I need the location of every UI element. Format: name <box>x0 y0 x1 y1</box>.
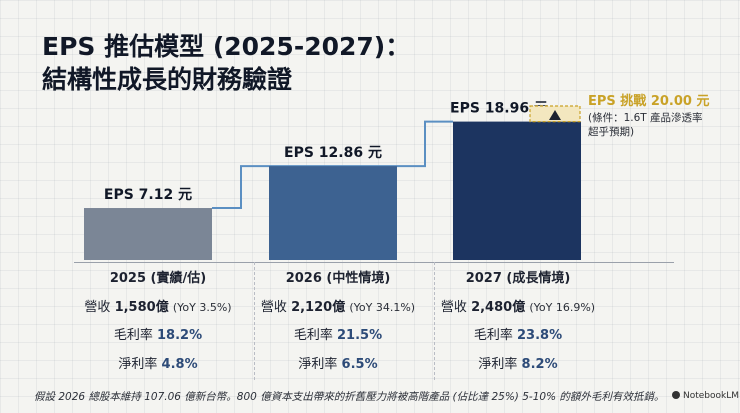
title-line-2: 結構性成長的財務驗證 <box>42 65 293 94</box>
net-margin-cell-2026: 淨利率 6.5% <box>248 353 428 372</box>
revenue-cell-2027: 營收 2,480億 (YoY 16.9%) <box>428 296 608 315</box>
revenue-label: 營收 <box>440 299 467 315</box>
column-header-2027: 2027 (成長情境) <box>465 270 571 286</box>
net-margin-row: 淨利率 4.8% 淨利率 6.5% 淨利率 8.2% <box>68 350 672 374</box>
bar-value-label-1: EPS 12.86 元 <box>284 145 382 161</box>
bar-0 <box>84 208 212 260</box>
net-margin-cell-2027: 淨利率 8.2% <box>428 353 608 372</box>
gross-margin-row: 毛利率 18.2% 毛利率 21.5% 毛利率 23.8% <box>68 321 672 345</box>
column-separator <box>434 262 436 380</box>
yoy-value: (YoY 16.9%) <box>529 300 596 314</box>
brand-logo: NotebookLM <box>672 391 739 401</box>
revenue-cell-2025: 營收 1,580億 (YoY 3.5%) <box>68 296 248 315</box>
yoy-value: (YoY 3.5%) <box>172 300 232 314</box>
bar-1 <box>269 166 397 260</box>
bar-value-label-2: EPS 18.96 元 <box>450 101 548 117</box>
target-label: EPS 挑戰 20.00 元 <box>588 93 709 109</box>
target-condition-line-1: (條件：1.6T 產品滲透率 <box>588 112 703 124</box>
net-margin-cell-2025: 淨利率 4.8% <box>68 353 248 372</box>
gross-margin-cell-2025: 毛利率 18.2% <box>68 324 248 343</box>
column-header-2025: 2025 (實績/估) <box>109 270 207 286</box>
gross-margin-label: 毛利率 <box>113 327 153 343</box>
net-margin-value: 4.8% <box>161 356 198 372</box>
revenue-label: 營收 <box>260 299 287 315</box>
footnote: 假設 2026 總股本維持 107.06 億新台幣。800 億資本支出帶來的折舊… <box>34 391 665 403</box>
column-separator <box>254 262 256 380</box>
brand-label: NotebookLM <box>683 391 740 401</box>
column-header-2026: 2026 (中性情境) <box>285 270 391 286</box>
gross-margin-value: 23.8% <box>517 327 563 343</box>
notebooklm-logo-icon <box>672 391 680 399</box>
revenue-value: 2,480億 <box>471 299 526 315</box>
table-divider <box>74 262 674 263</box>
revenue-label: 營收 <box>84 299 111 315</box>
bar-2 <box>453 121 581 260</box>
revenue-cell-2026: 營收 2,120億 (YoY 34.1%) <box>248 296 428 315</box>
gross-margin-cell-2026: 毛利率 21.5% <box>248 324 428 343</box>
gross-margin-cell-2027: 毛利率 23.8% <box>428 324 608 343</box>
gross-margin-value: 18.2% <box>157 327 203 343</box>
target-condition-line-2: 超乎預期) <box>588 126 635 138</box>
net-margin-value: 8.2% <box>521 356 558 372</box>
gross-margin-label: 毛利率 <box>293 327 333 343</box>
revenue-value: 2,120億 <box>291 299 346 315</box>
title-line-1: EPS 推估模型 (2025-2027)： <box>42 32 411 61</box>
table-header-row: 2025 (實績/估) 2026 (中性情境) 2027 (成長情境) <box>68 264 672 288</box>
up-arrow-icon <box>549 110 561 120</box>
gross-margin-label: 毛利率 <box>473 327 513 343</box>
bar-value-label-0: EPS 7.12 元 <box>104 187 192 203</box>
net-margin-label: 淨利率 <box>478 356 518 372</box>
gross-margin-value: 21.5% <box>337 327 383 343</box>
yoy-value: (YoY 34.1%) <box>349 300 416 314</box>
revenue-value: 1,580億 <box>114 299 169 315</box>
revenue-row: 營收 1,580億 (YoY 3.5%) 營收 2,120億 (YoY 34.1… <box>68 293 672 317</box>
net-margin-label: 淨利率 <box>118 356 158 372</box>
target-condition-note: (條件：1.6T 產品滲透率 超乎預期) <box>588 111 728 139</box>
net-margin-label: 淨利率 <box>298 356 338 372</box>
page-title: EPS 推估模型 (2025-2027)： 結構性成長的財務驗證 <box>42 30 602 96</box>
net-margin-value: 6.5% <box>341 356 378 372</box>
